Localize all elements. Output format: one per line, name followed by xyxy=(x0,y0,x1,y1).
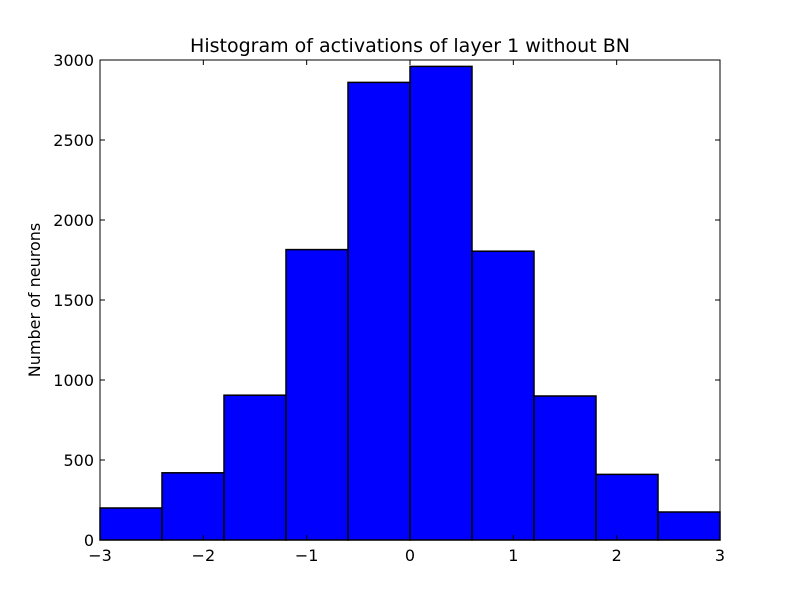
y-tick-label: 3000 xyxy=(53,51,94,70)
y-tick-label: 2000 xyxy=(53,211,94,230)
x-tick-label: −1 xyxy=(295,546,319,565)
y-tick-label: 2500 xyxy=(53,131,94,150)
histogram-bar xyxy=(285,248,349,541)
histogram-bar xyxy=(223,394,287,541)
y-tick-label: 0 xyxy=(84,531,94,550)
histogram-bar xyxy=(409,65,473,541)
bars-group xyxy=(99,65,721,541)
x-tick-label: 3 xyxy=(715,546,725,565)
y-tick-label: 500 xyxy=(63,451,94,470)
x-tick-label: 0 xyxy=(405,546,415,565)
x-tick-label: −2 xyxy=(192,546,216,565)
x-tick-label: 1 xyxy=(508,546,518,565)
histogram-bar xyxy=(99,507,163,541)
histogram-bar xyxy=(533,395,597,541)
tick-labels-group: −3 −2 −1 0 1 2 3 0 500 1000 1500 2000 2500 3000 xyxy=(53,51,725,565)
y-tick-label: 1000 xyxy=(53,371,94,390)
histogram-bar xyxy=(161,472,225,541)
ticks-group xyxy=(99,59,721,541)
histogram-bar xyxy=(347,81,411,541)
x-tick-label: −3 xyxy=(88,546,112,565)
histogram-bar xyxy=(657,511,721,541)
y-axis-label: Number of neurons xyxy=(25,223,44,377)
x-tick-label: 2 xyxy=(612,546,622,565)
histogram-bar xyxy=(595,473,659,541)
y-tick-label: 1500 xyxy=(53,291,94,310)
chart-title: Histogram of activations of layer 1 with… xyxy=(190,35,630,57)
histogram-bar xyxy=(471,250,535,541)
